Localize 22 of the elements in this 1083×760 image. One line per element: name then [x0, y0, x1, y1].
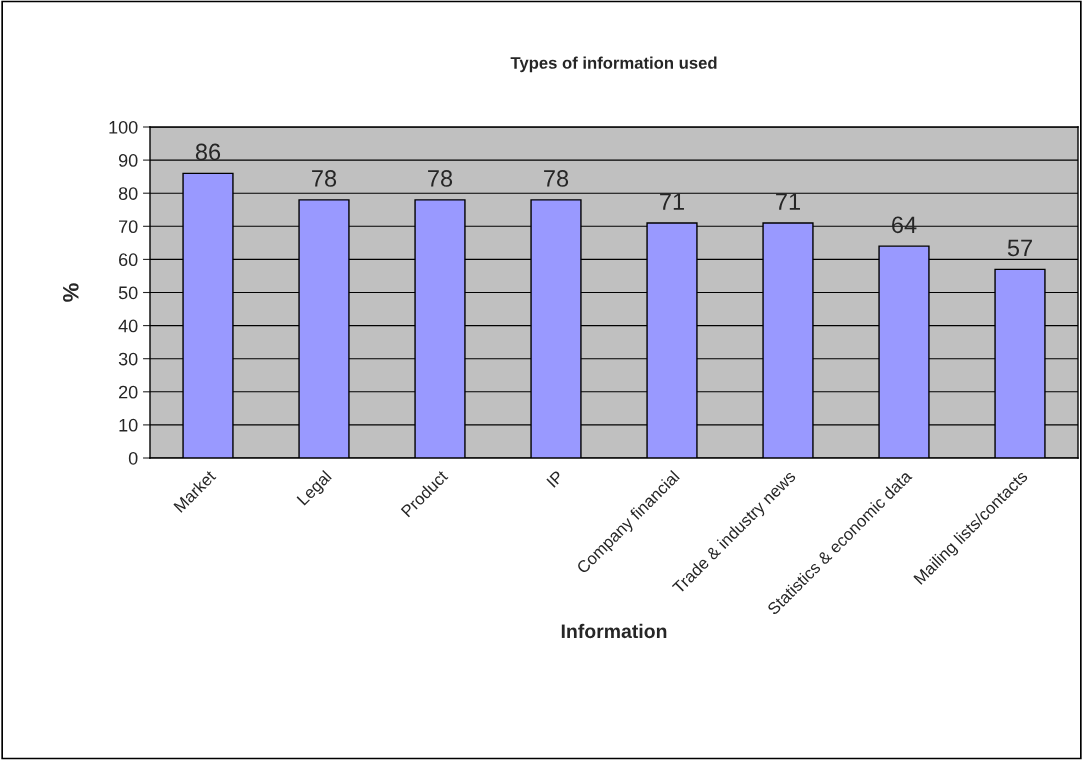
y-tick-label: 60 [119, 253, 138, 267]
y-tick-label: 20 [119, 385, 138, 399]
y-tick-label: 100 [109, 120, 138, 134]
y-tick-label: 0 [128, 451, 138, 465]
y-tick-label: 10 [119, 418, 138, 432]
data-label: 78 [428, 170, 453, 187]
x-tick-label: IP [546, 470, 564, 488]
data-label: 78 [312, 170, 337, 187]
chart-title: Types of information used [510, 56, 717, 73]
data-label: 71 [776, 193, 800, 210]
data-label: 57 [1007, 239, 1032, 257]
y-tick-label: 80 [118, 187, 138, 200]
y-tick-label: 90 [118, 154, 138, 167]
y-tick-label: 40 [118, 319, 138, 333]
data-label: 86 [195, 143, 221, 161]
y-axis-title: % [63, 283, 79, 302]
y-tick-label: 50 [118, 286, 138, 300]
y-tick-label: 30 [118, 352, 138, 366]
data-label: 71 [660, 193, 684, 210]
y-tick-label: 70 [119, 220, 138, 234]
x-axis-title: Information [561, 623, 667, 639]
data-label: 78 [544, 170, 569, 187]
